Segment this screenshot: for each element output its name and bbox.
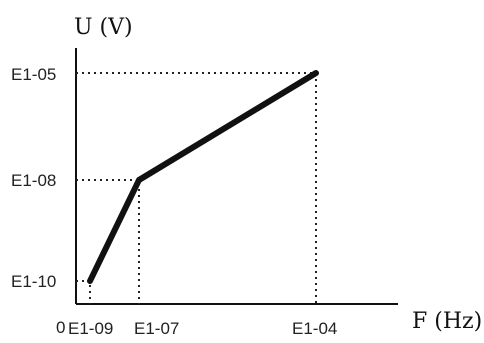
y-axis-title: U (V): [74, 15, 133, 40]
y-tick-label-e1-05: E1-05: [11, 65, 56, 84]
x-tick-label-e1-07: E1-07: [134, 319, 179, 338]
origin-label: 0: [56, 318, 65, 337]
guide-point-2: [76, 179, 140, 304]
vf-curve-line: [87, 70, 319, 284]
y-tick-label-e1-10: E1-10: [11, 272, 56, 291]
x-tick-label-e1-04: E1-04: [292, 319, 337, 338]
x-axis-title: F (Hz): [412, 309, 482, 334]
guide-point-3: [76, 72, 317, 304]
x-tick-label-e1-09: E1-09: [68, 319, 113, 338]
y-tick-label-e1-08: E1-08: [11, 171, 56, 190]
guide-point-1: [76, 280, 91, 304]
